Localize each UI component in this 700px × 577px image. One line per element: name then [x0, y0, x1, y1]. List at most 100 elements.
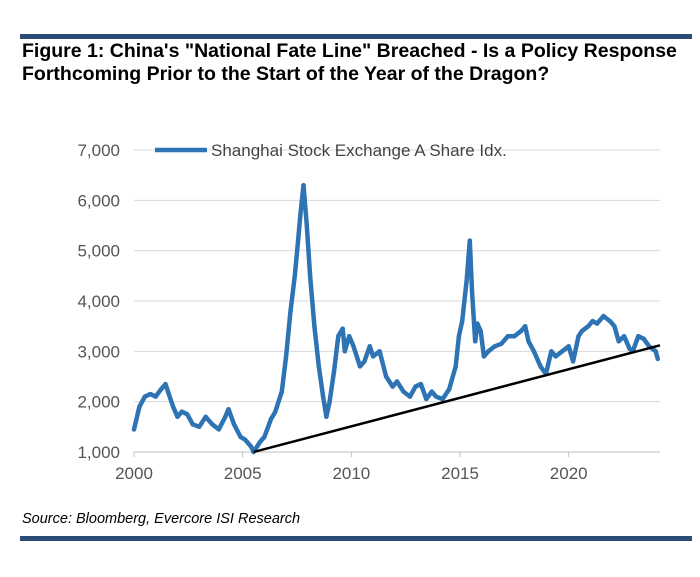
data-point [453, 364, 458, 369]
data-point [307, 273, 313, 278]
data-point [347, 334, 352, 339]
data-point [342, 349, 347, 354]
data-point [175, 414, 180, 419]
y-tick-label: 7,000 [77, 141, 120, 160]
data-point [137, 404, 142, 409]
x-tick-label: 2010 [332, 464, 370, 483]
x-axis-ticks: 2000 2005 2010 2015 2020 [115, 452, 588, 483]
data-point [301, 183, 306, 188]
data-point [456, 334, 462, 339]
data-point [262, 434, 267, 440]
data-point [226, 407, 231, 412]
data-point [292, 273, 297, 278]
data-point [283, 354, 289, 359]
data-point [324, 414, 329, 419]
data-point [464, 278, 469, 284]
y-tick-label: 1,000 [77, 443, 120, 462]
y-tick-label: 2,000 [77, 393, 120, 412]
data-point [401, 389, 406, 394]
data-point [223, 414, 228, 419]
data-point [621, 334, 627, 339]
data-point [570, 359, 576, 364]
data-point [351, 344, 356, 349]
data-point [523, 324, 528, 329]
data-point [238, 434, 243, 440]
data-point [268, 417, 274, 422]
data-point [288, 308, 293, 314]
data-point [641, 336, 646, 341]
legend: Shanghai Stock Exchange A Share Idx. [155, 141, 507, 160]
y-axis-ticks: 1,000 2,000 3,000 4,000 5,000 6,000 7,000 [77, 141, 120, 462]
gridlines [134, 149, 660, 403]
data-point [312, 324, 317, 329]
data-point [131, 427, 137, 432]
data-point [407, 394, 413, 399]
y-tick-label: 6,000 [77, 191, 120, 210]
data-point [142, 394, 148, 399]
data-point [170, 404, 176, 409]
data-point [197, 424, 202, 429]
data-point [159, 386, 164, 392]
data-point [166, 391, 171, 397]
y-tick-label: 3,000 [77, 342, 120, 361]
data-point [320, 394, 326, 399]
data-point [242, 437, 248, 442]
data-point [413, 384, 418, 389]
data-point [433, 394, 439, 399]
data-point [394, 379, 400, 384]
data-point [576, 334, 581, 339]
series-line-shanghai-a-share [131, 182, 661, 455]
data-point [481, 354, 487, 359]
data-point [249, 444, 254, 450]
data-point [653, 349, 658, 354]
data-point [512, 334, 517, 339]
data-point [362, 359, 367, 364]
data-point [601, 313, 606, 319]
series-group [131, 182, 661, 455]
data-point [460, 318, 465, 324]
bottom-rule [20, 536, 692, 541]
data-point [475, 321, 480, 326]
data-point [418, 381, 424, 387]
data-point [336, 334, 341, 339]
y-tick-label: 5,000 [77, 242, 120, 261]
data-point [231, 422, 237, 427]
data-point [273, 409, 278, 414]
data-point [655, 356, 660, 362]
data-point [579, 329, 584, 334]
data-point [257, 439, 263, 445]
x-tick-label: 2020 [550, 464, 588, 483]
data-point [190, 422, 195, 427]
data-point [357, 364, 363, 369]
data-point [390, 384, 395, 389]
data-point [295, 238, 301, 243]
trendline [253, 344, 661, 454]
data-point [210, 422, 215, 427]
data-point [429, 389, 434, 394]
data-point [327, 399, 332, 404]
data-point [304, 223, 309, 228]
data-point [612, 324, 617, 329]
data-point [179, 409, 184, 414]
data-point [531, 349, 537, 354]
data-point [616, 339, 621, 344]
data-point [298, 213, 303, 218]
data-point [383, 374, 389, 379]
data-point [440, 396, 445, 402]
data-point [627, 346, 632, 351]
data-point [566, 344, 571, 349]
data-point [478, 329, 483, 334]
data-point [505, 334, 511, 339]
legend-label: Shanghai Stock Exchange A Share Idx. [211, 141, 507, 160]
data-point [447, 386, 452, 392]
data-point [586, 324, 591, 329]
data-point [367, 344, 372, 349]
data-point [538, 364, 543, 369]
data-point [203, 414, 208, 419]
data-point [499, 341, 504, 346]
data-point [153, 394, 158, 399]
data-point [526, 339, 531, 344]
data-point [163, 381, 168, 387]
data-point [553, 354, 558, 359]
